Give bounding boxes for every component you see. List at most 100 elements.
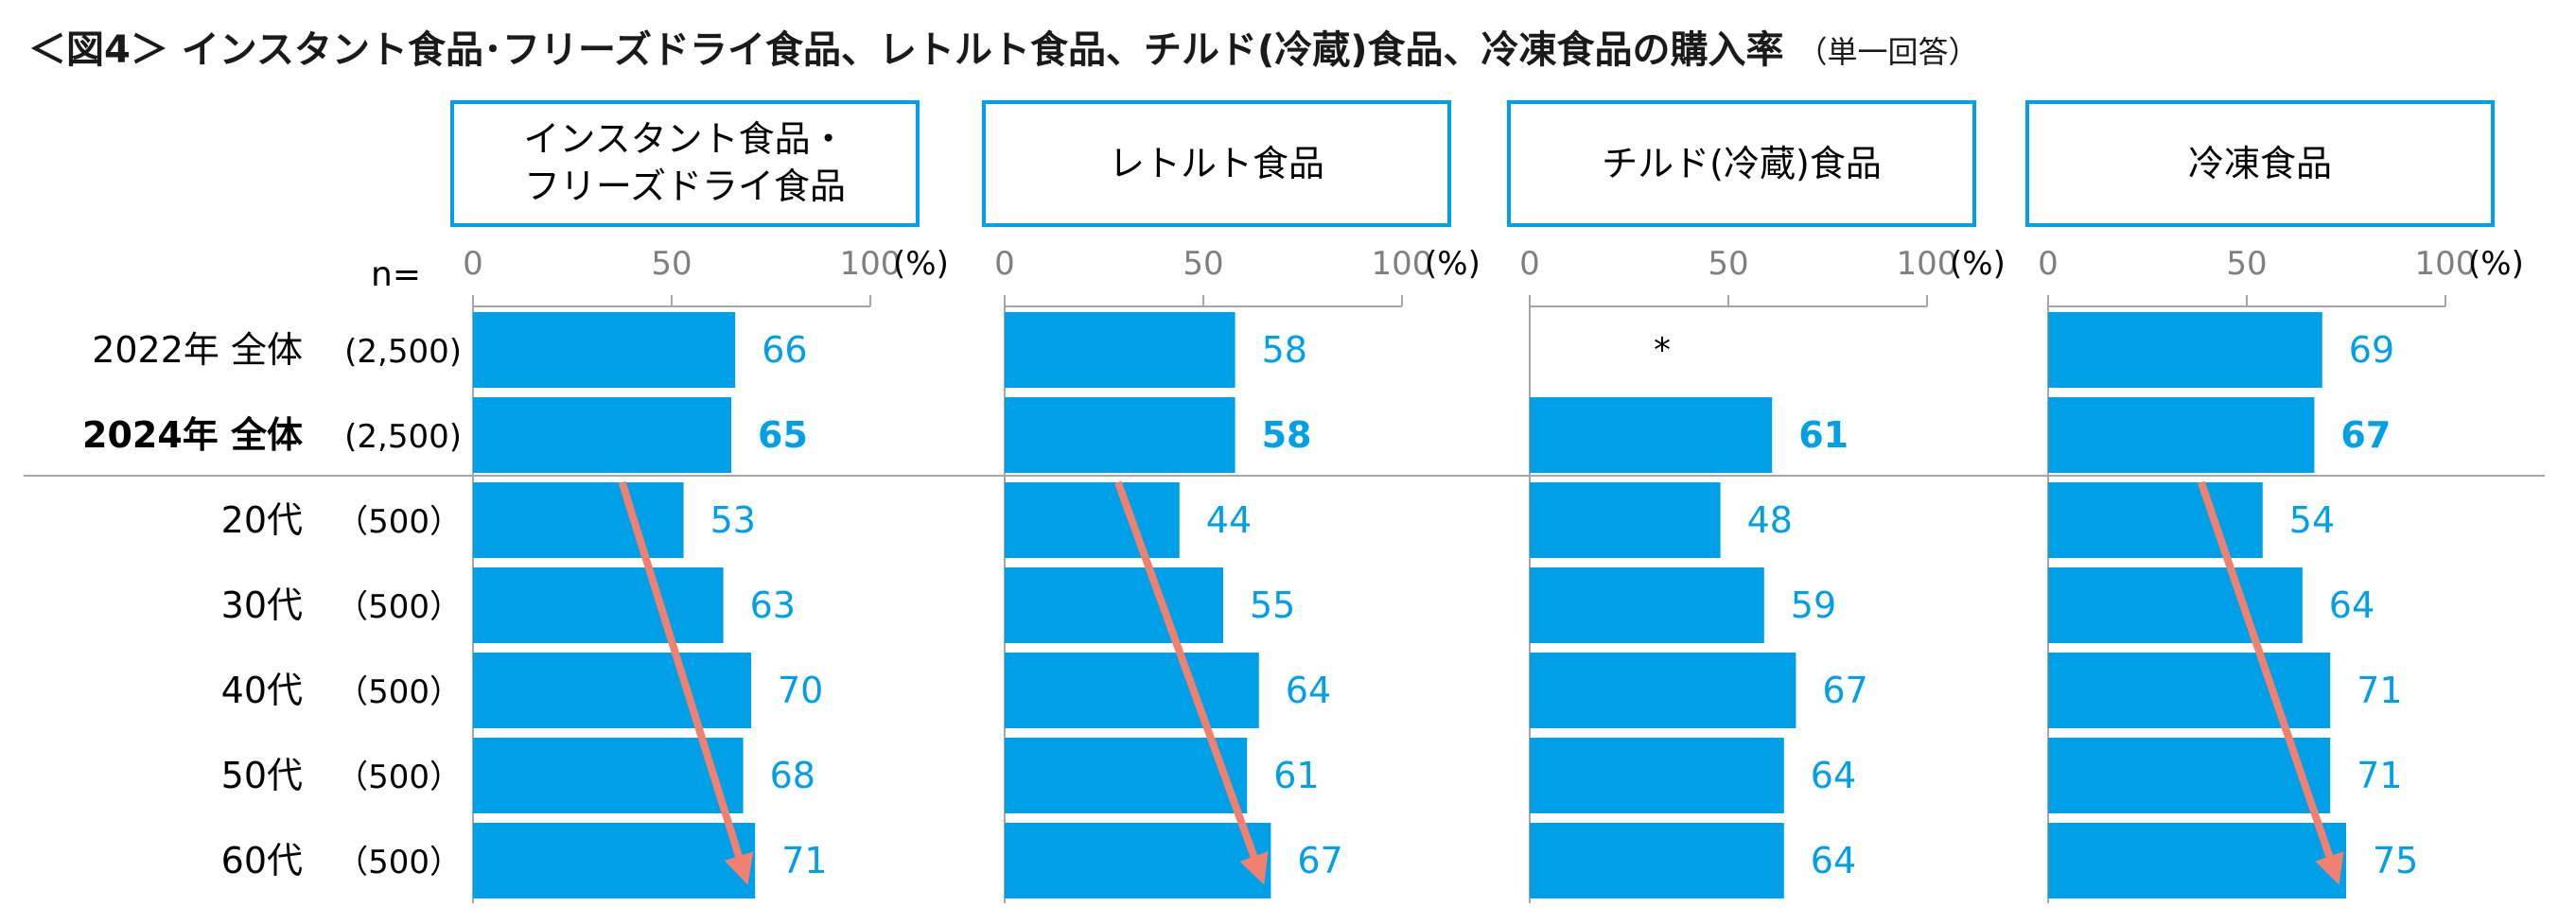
bar [1530, 397, 1773, 473]
series-header-box [982, 100, 1451, 227]
bar [2048, 823, 2346, 898]
x-tick-label: 0 [2038, 245, 2059, 283]
category-label: 2022年 全体 [92, 329, 303, 371]
series-header-label: チルド(冷蔵)食品 [1602, 143, 1882, 184]
x-tick-label: 50 [1708, 245, 1748, 283]
data-label: 69 [2349, 329, 2394, 371]
series-header-box [2025, 100, 2495, 227]
bar [1005, 823, 1271, 898]
data-label: 58 [1262, 329, 1307, 371]
bar [2048, 567, 2303, 643]
trend-arrow [2198, 480, 2344, 885]
x-tick-label: 0 [1519, 245, 1540, 283]
series-header-label: 冷凍食品 [2188, 143, 2332, 184]
category-label: 60代 [221, 840, 303, 881]
data-label: 64 [2329, 584, 2374, 626]
data-label: 44 [1206, 499, 1252, 541]
data-label: 58 [1262, 414, 1312, 456]
bar [1005, 653, 1259, 728]
category-label: 2024年 全体 [82, 414, 303, 456]
category-n: （500） [336, 673, 462, 711]
bar [2048, 482, 2263, 558]
data-label: 70 [778, 670, 823, 711]
x-unit-label: (%) [1950, 245, 2006, 283]
data-label: 68 [770, 755, 815, 796]
series-header-label: インスタント食品・ [523, 118, 846, 160]
data-label: 64 [1811, 840, 1856, 881]
chart-title-text: ＜図4＞ インスタント食品･フリーズドライ食品、レトルト食品、チルド(冷蔵)食品… [28, 28, 1784, 72]
x-tick-label: 100 [2415, 245, 2477, 283]
x-unit-label: (%) [893, 245, 949, 283]
bar [1005, 738, 1248, 813]
x-unit-label: (%) [1425, 245, 1481, 283]
data-label: 67 [1822, 670, 1867, 711]
category-label: 40代 [221, 670, 303, 711]
category-n: (2,500) [344, 418, 462, 456]
x-tick-label: 50 [2226, 245, 2267, 283]
bar [473, 823, 756, 898]
data-label: 48 [1747, 499, 1793, 541]
x-tick-label: 0 [994, 245, 1015, 283]
category-n: （500） [336, 588, 462, 626]
bar [2048, 653, 2331, 728]
n-label: n= [371, 255, 421, 294]
data-label: 71 [2357, 755, 2402, 796]
category-n: （500） [336, 758, 462, 796]
data-label: 61 [1273, 755, 1319, 796]
data-label: 59 [1791, 584, 1836, 626]
data-label: 67 [1297, 840, 1342, 881]
data-label: 75 [2373, 840, 2418, 881]
bar [473, 567, 724, 643]
bar [473, 482, 684, 558]
data-label: 71 [781, 840, 827, 881]
data-label: 67 [2340, 414, 2391, 456]
bar [1005, 567, 1223, 643]
category-n: (2,500) [344, 333, 462, 371]
trend-arrow [618, 480, 754, 885]
data-label: 64 [1811, 755, 1856, 796]
x-tick-label: 0 [463, 245, 483, 283]
data-label: 61 [1798, 414, 1849, 456]
bar [2048, 312, 2322, 388]
x-tick-label: 100 [1897, 245, 1958, 283]
series-header-box [1507, 100, 1976, 227]
data-label: 71 [2357, 670, 2402, 711]
category-label: 50代 [221, 755, 303, 796]
data-label: 66 [762, 329, 807, 371]
series-header-box [450, 100, 920, 227]
missing-marker: * [1654, 331, 1671, 370]
x-unit-label: (%) [2468, 245, 2524, 283]
chart-title: ＜図4＞ インスタント食品･フリーズドライ食品、レトルト食品、チルド(冷蔵)食品… [28, 19, 1979, 74]
bar [1530, 738, 1784, 813]
category-label: 20代 [221, 499, 303, 541]
data-label: 54 [2289, 499, 2335, 541]
bar [1005, 397, 1235, 473]
bar [1530, 653, 1796, 728]
data-label: 63 [750, 584, 796, 626]
series-header-label: レトルト食品 [1109, 143, 1324, 184]
chart-title-note: （単一回答） [1796, 34, 1979, 70]
bar [1530, 823, 1784, 898]
bar [473, 738, 744, 813]
data-label: 53 [710, 499, 756, 541]
bar [473, 312, 736, 388]
x-tick-label: 50 [651, 245, 692, 283]
category-n: （500） [336, 503, 462, 541]
bar [1530, 482, 1721, 558]
trend-arrow [1114, 480, 1269, 885]
bar [1005, 312, 1235, 388]
bar [473, 653, 751, 728]
bar [2048, 397, 2315, 473]
data-label: 65 [758, 414, 808, 456]
bar [1530, 567, 1764, 643]
x-tick-label: 100 [840, 245, 902, 283]
data-label: 64 [1286, 670, 1331, 711]
x-tick-label: 50 [1183, 245, 1223, 283]
x-tick-label: 100 [1372, 245, 1433, 283]
category-n: （500） [336, 844, 462, 881]
bar [1005, 482, 1180, 558]
series-header-label: フリーズドライ食品 [524, 166, 846, 207]
category-label: 30代 [221, 584, 303, 626]
bar [2048, 738, 2331, 813]
